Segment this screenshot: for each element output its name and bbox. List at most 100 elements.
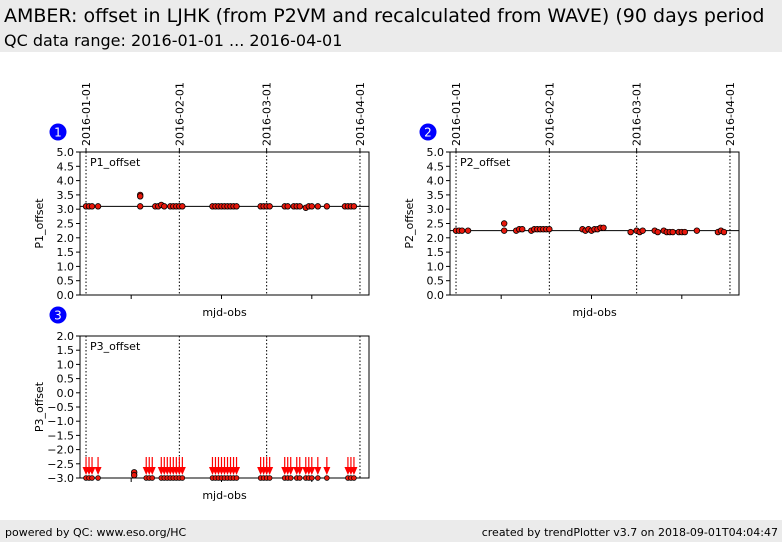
data-point [266,203,273,210]
x-axis-label: mjd-obs [202,306,247,319]
date-tick-label: 2016-04-01 [724,82,737,146]
data-point-clipped [95,475,101,481]
data-point-clipped [179,475,186,481]
y-tick-label: 1.5 [427,246,445,259]
qc-data-range: QC data range: 2016-01-01 ... 2016-04-01 [4,31,343,50]
data-point [654,228,661,236]
data-point [669,228,676,236]
date-tick-label: 2016-01-01 [450,82,463,146]
panel-number-badge [419,123,437,141]
panel-2: 0.00.5 1.01.52.02.5 3.03.54.0 4.55.0 2016-01… [403,82,740,319]
panel-number: 3 [54,309,62,323]
y-tick-label: 2.0 [57,330,75,343]
y-tick-label: −0.5 [47,401,74,414]
y-tick-label: 2.5 [57,218,75,231]
plot-area [449,151,740,296]
data-point-clipped [266,475,273,481]
date-tick-label: 2016-01-01 [80,82,93,146]
y-tick-label: −3.0 [47,472,74,485]
out-of-range-arrow-head [323,467,331,475]
y-axis-label: P3_offset [33,381,46,432]
data-point [458,227,466,234]
y-tick-label: 3.0 [427,203,445,216]
data-point [546,226,553,233]
out-of-range-arrow-head [350,467,358,475]
out-of-range-arrow-head [233,467,241,475]
y-tick-label: 0.5 [57,275,75,288]
data-point [94,203,102,210]
data-point [296,203,303,210]
data-point-clipped [233,475,240,481]
y-tick-label: 4.0 [427,175,445,188]
data-point [693,227,701,234]
y-tick-label: −2.0 [47,444,74,457]
y-tick-label: 1.0 [57,260,75,273]
data-point-clipped [324,475,330,481]
y-tick-label: 2.5 [427,218,445,231]
out-of-range-arrow-head [88,467,96,475]
y-tick-label: 0.0 [427,289,445,302]
out-of-range-arrow-head [94,467,102,475]
data-point [233,203,240,210]
x-axis-label: mjd-obs [202,489,247,502]
panel-series-label: P2_offset [460,156,511,169]
footer-bar: powered by QC: www.eso.org/HC created by… [0,520,782,542]
data-point [88,203,96,210]
data-point [179,203,186,210]
y-tick-label: 3.5 [57,189,75,202]
data-point [323,203,331,210]
panel-number: 2 [424,126,432,140]
data-point-clipped [351,475,357,481]
y-tick-label: 1.5 [57,344,75,357]
x-axis-label: mjd-obs [572,306,617,319]
panel-series-label: P1_offset [90,156,141,169]
data-point [720,228,728,236]
data-point [350,203,358,210]
y-tick-label: 5.0 [427,146,445,159]
data-point [500,220,508,227]
y-tick-label: 2.0 [427,232,445,245]
out-of-range-arrow-head [314,467,322,475]
panel-number-badge [49,123,67,141]
y-tick-label: 1.5 [57,246,75,259]
y-tick-label: 3.5 [427,189,445,202]
page-title: AMBER: offset in LJHK (from P2VM and rec… [4,5,765,27]
panel-number-badge [49,306,67,324]
data-point [137,203,144,210]
date-tick-label: 2016-03-01 [261,82,274,146]
panel-1: 0.00.5 1.01.52.02.5 3.03.54.0 4.55.0 2016-01… [33,82,370,319]
out-of-range-arrow-head [178,467,186,475]
data-point [464,227,472,234]
y-tick-label: 0.0 [57,289,75,302]
date-tick-label: 2016-02-01 [543,82,556,146]
y-tick-label: 2.0 [57,232,75,245]
panel-series-label: P3_offset [90,340,141,353]
panel-3: −3.0−2.5−2.0 −1.5−1.0−0.50.00.5 1.01.52.0 P… [33,306,370,502]
y-tick-label: −1.0 [47,415,74,428]
data-point-clipped [297,475,303,481]
header-bar: AMBER: offset in LJHK (from P2VM and rec… [0,0,782,52]
out-of-range-arrow-head [266,467,274,475]
data-point-clipped [287,475,294,481]
data-point [681,228,689,236]
out-of-range-arrow-head [148,467,156,475]
data-point-clipped [89,475,95,481]
panel-number: 1 [54,126,62,140]
plot-area [79,335,370,479]
y-tick-label: −1.5 [47,429,74,442]
data-point [130,471,138,479]
data-point [519,226,526,233]
data-point-clipped [309,475,315,481]
y-tick-label: 4.0 [57,175,75,188]
y-tick-label: 0.5 [57,373,75,386]
data-point-clipped [315,475,321,481]
y-tick-label: 4.5 [57,160,75,173]
data-point-clipped [149,475,156,481]
data-point [600,224,607,231]
data-point [500,227,508,234]
y-tick-label: 1.0 [57,358,75,371]
data-point [308,203,316,210]
footer-created-by: created by trendPlotter v3.7 on 2018-09-… [481,526,778,539]
out-of-range-arrow-head [287,467,295,475]
